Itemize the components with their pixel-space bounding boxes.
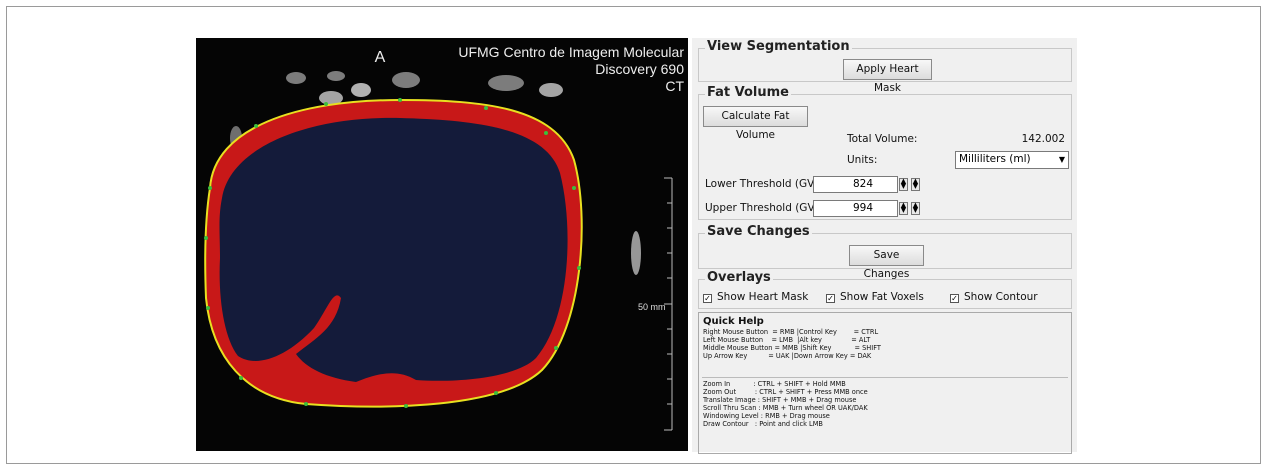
units-label: Units: [847, 154, 877, 166]
units-value: Milliliters (ml) [959, 153, 1031, 165]
institution: UFMG Centro de Imagem Molecular [458, 44, 684, 60]
quick-help-box: Quick Help Right Mouse Button = RMB |Con… [698, 312, 1072, 454]
overlays-group: Overlays ✓Show Heart Mask✓Show Fat Voxel… [698, 279, 1072, 309]
units-select[interactable]: Milliliters (ml) ▼ [955, 151, 1069, 169]
help-line: Up Arrow Key = UAK |Down Arrow Key = DAK [703, 353, 881, 361]
scanner: Discovery 690 [595, 61, 684, 77]
save-changes-group: Save Changes Save Changes [698, 233, 1072, 269]
help-line: Draw Contour : Point and click LMB [703, 421, 868, 429]
checkbox-label: Show Fat Voxels [840, 291, 924, 303]
view-segmentation-group: View Segmentation Apply Heart Mask [698, 48, 1072, 82]
total-volume-label: Total Volume: [847, 133, 917, 145]
save-changes-button[interactable]: Save Changes [849, 245, 924, 266]
spin-button[interactable]: ▲▼ [911, 178, 920, 191]
total-volume-value: 142.002 [1022, 133, 1065, 145]
heart-interior [220, 118, 568, 382]
scale-label: 50 mm [638, 302, 666, 312]
checkbox[interactable]: ✓ [703, 294, 712, 303]
panel-label: A [375, 49, 386, 66]
checkbox-label: Show Contour [964, 291, 1038, 303]
control-panel: View Segmentation Apply Heart Mask Fat V… [692, 38, 1077, 452]
calculate-fat-volume-button[interactable]: Calculate Fat Volume [703, 106, 808, 127]
upper-threshold-label: Upper Threshold (GV): [705, 202, 822, 214]
ct-viewer: A UFMG Centro de Imagem Molecular Discov… [196, 38, 688, 451]
group-title: View Segmentation [705, 39, 852, 54]
checkbox[interactable]: ✓ [950, 294, 959, 303]
upper-threshold-input[interactable]: 994 [813, 200, 898, 217]
dropdown-arrow: ▼ [1059, 152, 1065, 167]
modality: CT [665, 78, 684, 94]
lower-threshold-label: Lower Threshold (GV): [705, 178, 822, 190]
checkbox[interactable]: ✓ [826, 294, 835, 303]
separator [702, 377, 1068, 378]
help-keys: Right Mouse Button = RMB |Control Key = … [703, 329, 881, 361]
quick-help-title: Quick Help [703, 316, 764, 327]
spin-button[interactable]: ▲▼ [899, 178, 908, 191]
spin-button[interactable]: ▲▼ [911, 202, 920, 215]
fat-volume-group: Fat Volume Calculate Fat Volume Total Vo… [698, 94, 1072, 220]
spin-button[interactable]: ▲▼ [899, 202, 908, 215]
group-title: Fat Volume [705, 85, 791, 100]
group-title: Overlays [705, 270, 773, 285]
group-title: Save Changes [705, 224, 812, 239]
lower-threshold-input[interactable]: 824 [813, 176, 898, 193]
apply-heart-mask-button[interactable]: Apply Heart Mask [843, 59, 932, 80]
checkbox-label: Show Heart Mask [717, 291, 808, 303]
page: {"viewer": {"label": "A", "institution":… [0, 0, 1269, 471]
